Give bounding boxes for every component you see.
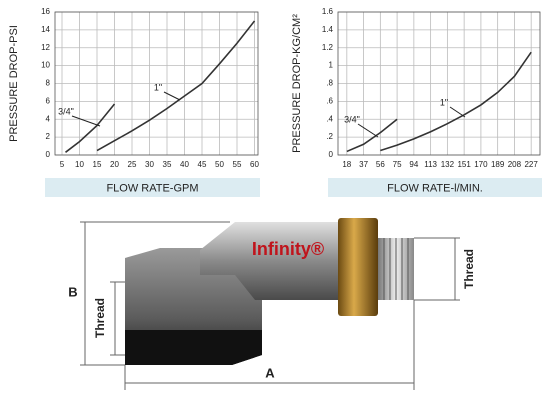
- x-tick-label: 170: [474, 160, 488, 169]
- x-tick-label: 227: [524, 160, 538, 169]
- x-axis-title-box: [45, 178, 260, 197]
- annotation-arrow: [71, 115, 101, 127]
- y-tick-label: 6: [46, 96, 51, 105]
- x-axis-title-box: [328, 178, 542, 197]
- fitting-base: [125, 330, 262, 365]
- x-tick-label: 132: [441, 160, 455, 169]
- x-tick-label: 35: [163, 160, 172, 169]
- y-tick-label: 4: [46, 114, 51, 123]
- plot-frame: [337, 11, 541, 156]
- data-line: [380, 51, 532, 152]
- dimension-a: A: [265, 365, 275, 380]
- series-label: 3/4": [58, 106, 74, 116]
- thread-right-label: Thread: [462, 249, 476, 289]
- x-tick-label: 189: [491, 160, 505, 169]
- y-tick-label: .2: [326, 132, 333, 141]
- series-label: 3/4": [344, 114, 360, 124]
- dimension-b: B: [68, 284, 77, 299]
- fitting-diagram: Infinity® B Thread A Thread: [68, 218, 476, 390]
- x-tick-label: 20: [110, 160, 119, 169]
- y-tick-label: 1: [329, 61, 334, 70]
- x-tick-label: 30: [145, 160, 154, 169]
- x-tick-label: 37: [359, 160, 368, 169]
- brand-logo: Infinity®: [252, 239, 324, 259]
- x-tick-label: 10: [75, 160, 84, 169]
- data-line: [346, 118, 398, 153]
- y-tick-label: .4: [326, 114, 333, 123]
- x-axis-title: FLOW RATE-GPM: [106, 182, 198, 194]
- plot-frame: [54, 11, 259, 156]
- x-tick-label: 55: [233, 160, 242, 169]
- x-tick-label: 25: [128, 160, 137, 169]
- x-tick-label: 60: [250, 160, 259, 169]
- x-tick-label: 56: [376, 160, 385, 169]
- dimension-lines: [80, 221, 460, 390]
- y-tick-label: 10: [41, 61, 50, 70]
- y-tick-label: .6: [326, 96, 333, 105]
- x-tick-label: 113: [424, 160, 437, 169]
- annotation-arrow: [357, 123, 379, 138]
- annotation-arrow: [449, 106, 466, 118]
- y-tick-label: 12: [41, 43, 50, 52]
- x-tick-label: 94: [409, 160, 418, 169]
- x-tick-label: 151: [457, 160, 471, 169]
- x-tick-label: 40: [180, 160, 189, 169]
- series-label: 1": [154, 82, 162, 92]
- y-tick-label: 2: [46, 132, 51, 141]
- y-tick-label: 1.2: [322, 43, 334, 52]
- y-axis-title: PRESSURE DROP-PSI: [8, 25, 20, 142]
- x-tick-label: 45: [198, 160, 207, 169]
- y-tick-label: 0: [329, 150, 334, 159]
- x-tick-label: 75: [393, 160, 402, 169]
- x-axis-title: FLOW RATE-l/MIN.: [387, 182, 483, 194]
- x-tick-label: 208: [508, 160, 522, 169]
- annotation-arrow: [163, 91, 181, 101]
- thread-left-label: Thread: [93, 298, 107, 338]
- y-tick-label: .8: [326, 79, 333, 88]
- x-tick-label: 15: [93, 160, 102, 169]
- fitting-neck: [200, 222, 340, 300]
- data-line: [96, 20, 256, 152]
- y-tick-label: 8: [46, 79, 51, 88]
- x-tick-label: 18: [342, 160, 351, 169]
- y-axis-title: PRESSURE DROP-KG/CM²: [291, 14, 303, 153]
- data-line: [65, 103, 116, 153]
- y-tick-label: 0: [46, 150, 51, 159]
- y-tick-label: 14: [41, 25, 50, 34]
- x-tick-label: 50: [215, 160, 224, 169]
- y-tick-label: 1.4: [322, 25, 334, 34]
- brass-nut: [338, 218, 378, 316]
- y-tick-label: 16: [41, 7, 50, 16]
- series-label: 1": [440, 97, 448, 107]
- x-tick-label: 5: [60, 160, 65, 169]
- y-tick-label: 1.6: [322, 7, 334, 16]
- thread-lines: [383, 238, 409, 300]
